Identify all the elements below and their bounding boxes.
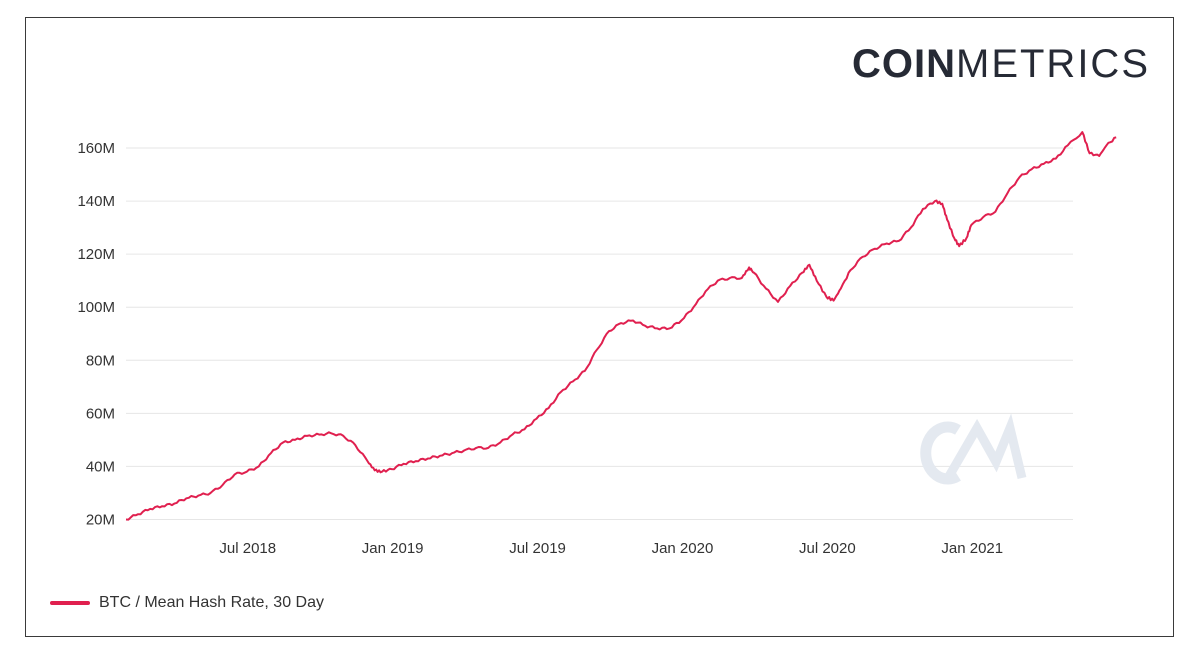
y-tick-label: 80M xyxy=(86,352,115,369)
y-tick-label: 120M xyxy=(77,246,115,263)
legend-swatch xyxy=(50,601,90,605)
series-layer xyxy=(125,131,1117,521)
y-tick-label: 60M xyxy=(86,405,115,422)
cm-watermark xyxy=(920,413,1027,485)
coinmetrics-logo: COINMETRICS xyxy=(852,44,1150,84)
x-tick-label: Jan 2019 xyxy=(362,540,424,557)
legend-label: BTC / Mean Hash Rate, 30 Day xyxy=(99,594,324,611)
logo-light-text: METRICS xyxy=(956,42,1150,86)
y-tick-label: 100M xyxy=(77,299,115,316)
y-axis-ticks: 20M 40M 60M 80M 100M 120M 140M 160M xyxy=(77,140,115,529)
legend[interactable]: BTC / Mean Hash Rate, 30 Day xyxy=(50,594,324,612)
y-tick-label: 160M xyxy=(77,140,115,157)
x-tick-label: Jul 2019 xyxy=(509,540,566,557)
watermark-c xyxy=(920,421,961,485)
x-tick-label: Jan 2021 xyxy=(941,540,1003,557)
x-tick-label: Jul 2018 xyxy=(219,540,276,557)
x-tick-label: Jul 2020 xyxy=(799,540,856,557)
series-line-hash-rate[interactable] xyxy=(125,131,1117,521)
chart-frame xyxy=(25,17,1174,637)
y-tick-label: 20M xyxy=(86,512,115,529)
logo-bold-text: COIN xyxy=(852,42,956,86)
grid-lines xyxy=(126,147,1073,520)
x-axis-ticks: Jul 2018 Jan 2019 Jul 2019 Jan 2020 Jul 2020… xyxy=(219,540,1003,557)
y-tick-label: 140M xyxy=(77,193,115,210)
x-tick-label: Jan 2020 xyxy=(652,540,714,557)
y-tick-label: 40M xyxy=(86,458,115,475)
watermark-m xyxy=(944,413,1027,481)
